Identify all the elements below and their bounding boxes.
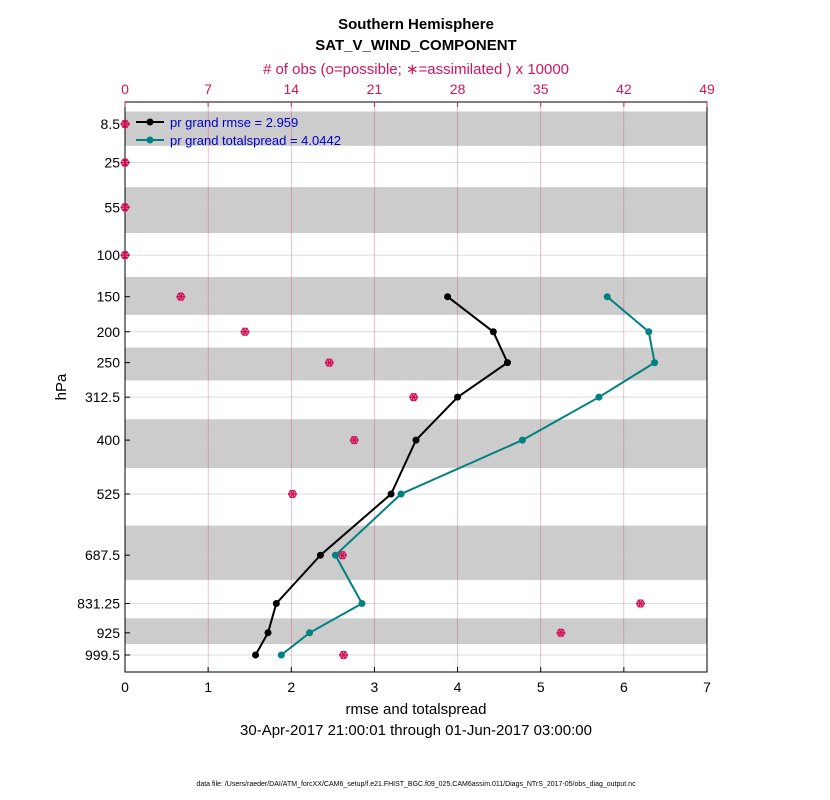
plot-frame: [124, 101, 708, 673]
chart-subtitle: SAT_V_WIND_COMPONENT: [315, 37, 516, 54]
top-axis-label: # of obs (o=possible; ∗=assimilated ) x …: [263, 61, 569, 78]
y-tick-label: 400: [97, 432, 121, 448]
series-point-rmse: [264, 629, 272, 637]
y-tick-label: 999.5: [85, 647, 120, 663]
series-point-rmse: [316, 551, 324, 559]
series-point-rmse: [272, 600, 280, 608]
series-point-rmse: [444, 293, 452, 301]
top-tick-label: 21: [367, 81, 383, 97]
legend-rmse-label: pr grand rmse = 2.959: [170, 115, 298, 130]
legend-spread-marker: [146, 136, 154, 144]
data-series: [252, 293, 659, 659]
obs-assimilated-marker: [635, 599, 645, 608]
top-tick-label: 35: [533, 81, 549, 97]
top-tick-label: 49: [699, 81, 715, 97]
y-tick-label: 831.25: [77, 596, 120, 612]
series-line-rmse: [254, 295, 509, 656]
y-tick-label: 250: [97, 355, 121, 371]
level-bands: [125, 111, 707, 644]
x-tick-label: 6: [620, 679, 628, 695]
series-point-rmse: [454, 393, 462, 401]
series-point-totalspread: [358, 600, 366, 608]
legend-spread-label: pr grand totalspread = 4.0442: [170, 133, 341, 148]
series-point-rmse: [489, 328, 497, 336]
y-tick-label: 55: [104, 199, 120, 215]
legend: pr grand rmse = 2.959 pr grand totalspre…: [136, 115, 341, 148]
x-tick-label: 3: [371, 679, 379, 695]
y-axis-label: hPa: [53, 373, 70, 400]
obs-assimilated-marker: [120, 158, 130, 167]
top-tick-label: 28: [450, 81, 466, 97]
level-band: [125, 419, 707, 468]
obs-assimilated-marker: [120, 250, 130, 260]
obs-assimilated-marker: [556, 628, 566, 638]
obs-assimilated-marker: [240, 327, 250, 337]
level-band: [125, 276, 707, 315]
top-tick-label: 14: [283, 81, 299, 97]
level-band: [125, 347, 707, 381]
obs-assimilated-marker: [120, 119, 130, 129]
y-tick-label: 312.5: [85, 389, 120, 405]
level-band: [125, 111, 707, 146]
x-tick-label: 4: [454, 679, 462, 695]
obs-assimilated-marker: [176, 292, 186, 301]
obs-assimilated-marker: [287, 489, 297, 499]
obs-count-markers: [120, 119, 645, 660]
obs-assimilated-marker: [339, 650, 349, 660]
series-point-totalspread: [518, 436, 526, 444]
series-point-rmse: [252, 651, 260, 659]
y-tick-label: 150: [97, 289, 121, 305]
series-point-rmse: [387, 490, 395, 498]
y-tick-label: 925: [97, 625, 121, 641]
level-band: [125, 525, 707, 580]
level-band: [125, 618, 707, 644]
y-tick-label: 687.5: [85, 547, 120, 563]
obs-assimilated-marker: [337, 550, 347, 560]
x-tick-label: 5: [537, 679, 545, 695]
series-point-totalspread: [651, 359, 659, 367]
top-tick-label: 42: [616, 81, 632, 97]
y-tick-label: 25: [104, 155, 120, 171]
y-tick-label: 100: [97, 247, 121, 263]
series-point-totalspread: [331, 551, 339, 559]
series-point-totalspread: [397, 490, 405, 498]
series-point-rmse: [503, 359, 511, 367]
x-tick-label: 0: [121, 679, 129, 695]
series-point-totalspread: [645, 328, 653, 336]
obs-assimilated-marker: [409, 392, 419, 402]
x-tick-label: 1: [204, 679, 212, 695]
y-tick-label: 200: [97, 324, 121, 340]
x-tick-label: 7: [703, 679, 711, 695]
series-point-totalspread: [603, 293, 611, 301]
level-band: [125, 187, 707, 233]
series-point-totalspread: [277, 651, 285, 659]
x-axis-label: rmse and totalspread: [346, 701, 487, 718]
y-tick-label: 8.5: [101, 116, 121, 132]
axis-ticks: 0 1 2 3 4 5 6 7 0 7 14 21 28 35 42 49 8.5 25 55 100 150 200 25…: [77, 81, 715, 695]
y-tick-label: 525: [97, 486, 121, 502]
series-point-totalspread: [595, 393, 603, 401]
series-point-rmse: [412, 436, 420, 444]
legend-rmse-marker: [146, 118, 154, 126]
obs-assimilated-marker: [349, 435, 359, 445]
top-tick-label: 0: [121, 81, 129, 97]
series-point-totalspread: [306, 629, 314, 637]
top-tick-label: 7: [204, 81, 212, 97]
x-tick-label: 2: [287, 679, 295, 695]
chart-title: Southern Hemisphere: [338, 16, 494, 33]
series-line-totalspread: [280, 295, 656, 656]
obs-assimilated-marker: [324, 358, 334, 367]
footnote: data file: /Users/raeder/DAI/ATM_forcXX/…: [196, 781, 636, 788]
date-range: 30-Apr-2017 21:00:01 through 01-Jun-2017…: [240, 722, 592, 739]
obs-assimilated-marker: [120, 203, 130, 212]
